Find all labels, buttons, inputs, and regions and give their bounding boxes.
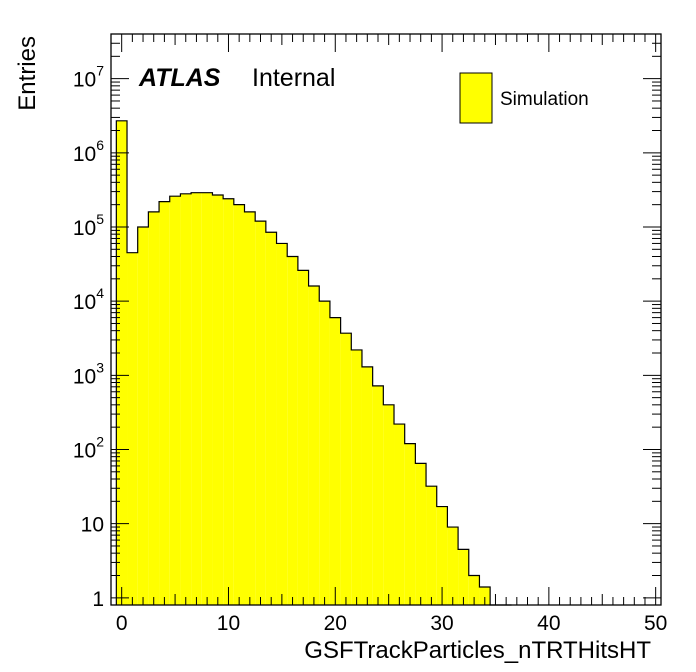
histogram-bar <box>233 204 245 605</box>
histogram-bar <box>244 211 256 605</box>
histogram-bar <box>180 193 192 605</box>
histogram-bar <box>383 404 395 605</box>
histogram-bar <box>148 211 160 605</box>
histogram-bar <box>404 443 416 605</box>
x-tick-labels: 0 10 20 30 40 50 <box>116 612 668 635</box>
histogram-bar <box>201 192 213 605</box>
histogram-bar <box>297 270 309 605</box>
y-tick-label: 10 <box>81 514 104 537</box>
histogram-bar <box>372 385 384 605</box>
x-tick-label: 30 <box>430 612 453 635</box>
y-tick-label: 104 <box>73 285 104 314</box>
histogram-bar <box>169 196 181 605</box>
histogram-bar <box>137 226 149 605</box>
histogram-outline <box>115 120 512 606</box>
histogram-bar <box>436 506 448 605</box>
histogram-bar <box>329 317 341 605</box>
x-tick-label: 10 <box>217 612 240 635</box>
histogram-bar <box>361 366 373 605</box>
histogram-bar <box>191 192 202 605</box>
y-tick-label: 102 <box>73 433 104 462</box>
histogram-bar <box>159 201 170 606</box>
histogram-bar <box>212 194 224 606</box>
histogram-bar <box>116 120 128 605</box>
histogram-bar <box>265 232 277 605</box>
y-tick-label: 103 <box>73 359 104 388</box>
plot-frame <box>110 33 662 606</box>
histogram-bars <box>116 120 491 606</box>
histogram-bar <box>127 252 138 605</box>
x-tick-label: 0 <box>116 612 128 635</box>
y-tick-label: 106 <box>73 137 104 166</box>
x-tick-label: 40 <box>537 612 560 635</box>
histogram-bar <box>468 575 480 605</box>
histogram-bar <box>479 586 491 605</box>
histogram-bar <box>287 256 298 605</box>
atlas-brand: ATLAS <box>138 64 221 92</box>
y-tick-label: 105 <box>73 211 104 240</box>
internal-label: Internal <box>252 64 335 92</box>
y-axis-title: Entries <box>14 36 41 111</box>
histogram-bar <box>394 424 405 605</box>
x-axis-title: GSFTrackParticles_nTRTHitsHT <box>304 637 651 664</box>
histogram-bar <box>319 301 330 605</box>
histogram-bar <box>276 243 288 605</box>
histogram-bar <box>447 527 459 605</box>
y-tick-label: 1 <box>92 588 104 611</box>
histogram-bar <box>255 221 266 605</box>
histogram-bar <box>308 286 320 605</box>
histogram-bar <box>340 333 352 605</box>
histogram-bar <box>426 486 437 605</box>
y-tick-labels: 1 10 102 103 104 105 106 107 <box>73 63 104 611</box>
histogram-bar <box>415 463 427 605</box>
y-tick-label: 107 <box>73 63 104 92</box>
legend-swatch <box>459 72 493 124</box>
histogram-bar <box>223 198 234 606</box>
histogram-bar <box>458 549 469 605</box>
legend-label: Simulation <box>500 89 589 110</box>
x-tick-label: 50 <box>644 612 667 635</box>
histogram-bar <box>351 349 362 605</box>
x-tick-label: 20 <box>324 612 347 635</box>
